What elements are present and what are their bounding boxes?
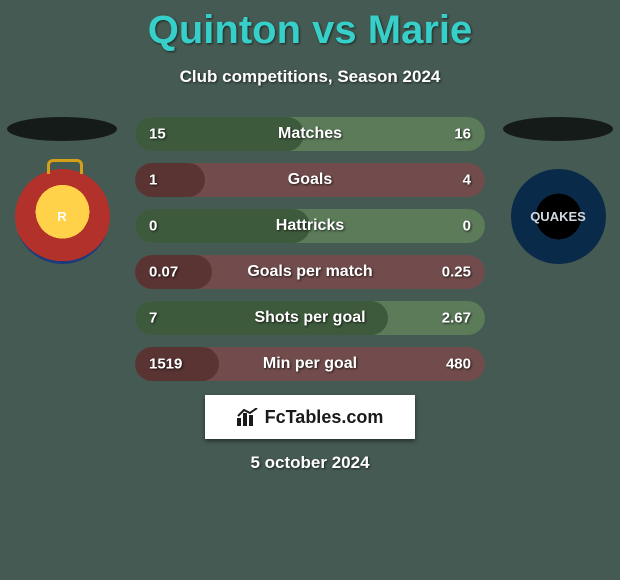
- content-row: R 15 Matches 16 1 Goals 4 0 Hattricks 0 0.07 Goals…: [0, 117, 620, 381]
- stat-right-value: 16: [454, 126, 471, 143]
- left-team-short: R: [57, 209, 66, 224]
- right-team-crest: QUAKES: [511, 169, 606, 264]
- stat-left-value: 0.07: [149, 264, 178, 281]
- stat-label: Hattricks: [276, 217, 344, 235]
- shadow-ellipse: [7, 117, 117, 141]
- stat-label: Goals: [288, 171, 332, 189]
- right-team-short: QUAKES: [530, 209, 586, 224]
- stat-bar-fill: [135, 163, 205, 197]
- brand-badge: FcTables.com: [205, 395, 415, 439]
- stat-right-value: 4: [463, 172, 471, 189]
- stat-left-value: 15: [149, 126, 166, 143]
- stat-label: Shots per goal: [254, 309, 365, 327]
- comparison-card: Quinton vs Marie Club competitions, Seas…: [0, 0, 620, 580]
- left-team-crest: R: [15, 169, 110, 264]
- page-title: Quinton vs Marie: [148, 8, 473, 53]
- left-team-column: R: [7, 117, 117, 264]
- stat-label: Min per goal: [263, 355, 357, 373]
- stat-row: 15 Matches 16: [135, 117, 485, 151]
- stat-right-value: 0.25: [442, 264, 471, 281]
- stat-right-value: 2.67: [442, 310, 471, 327]
- shadow-ellipse: [503, 117, 613, 141]
- stat-row: 7 Shots per goal 2.67: [135, 301, 485, 335]
- right-team-column: QUAKES: [503, 117, 613, 264]
- stat-label: Goals per match: [247, 263, 372, 281]
- date: 5 october 2024: [250, 453, 369, 473]
- stat-left-value: 1: [149, 172, 157, 189]
- brand-text: FcTables.com: [265, 407, 384, 428]
- stat-row: 0 Hattricks 0: [135, 209, 485, 243]
- stat-left-value: 7: [149, 310, 157, 327]
- stat-row: 1 Goals 4: [135, 163, 485, 197]
- chart-icon: [237, 408, 259, 426]
- stat-row: 1519 Min per goal 480: [135, 347, 485, 381]
- subtitle: Club competitions, Season 2024: [180, 67, 441, 87]
- stat-label: Matches: [278, 125, 342, 143]
- stat-row: 0.07 Goals per match 0.25: [135, 255, 485, 289]
- stat-left-value: 0: [149, 218, 157, 235]
- stats-list: 15 Matches 16 1 Goals 4 0 Hattricks 0 0.07 Goals p…: [135, 117, 485, 381]
- stat-right-value: 0: [463, 218, 471, 235]
- stat-right-value: 480: [446, 356, 471, 373]
- stat-left-value: 1519: [149, 356, 182, 373]
